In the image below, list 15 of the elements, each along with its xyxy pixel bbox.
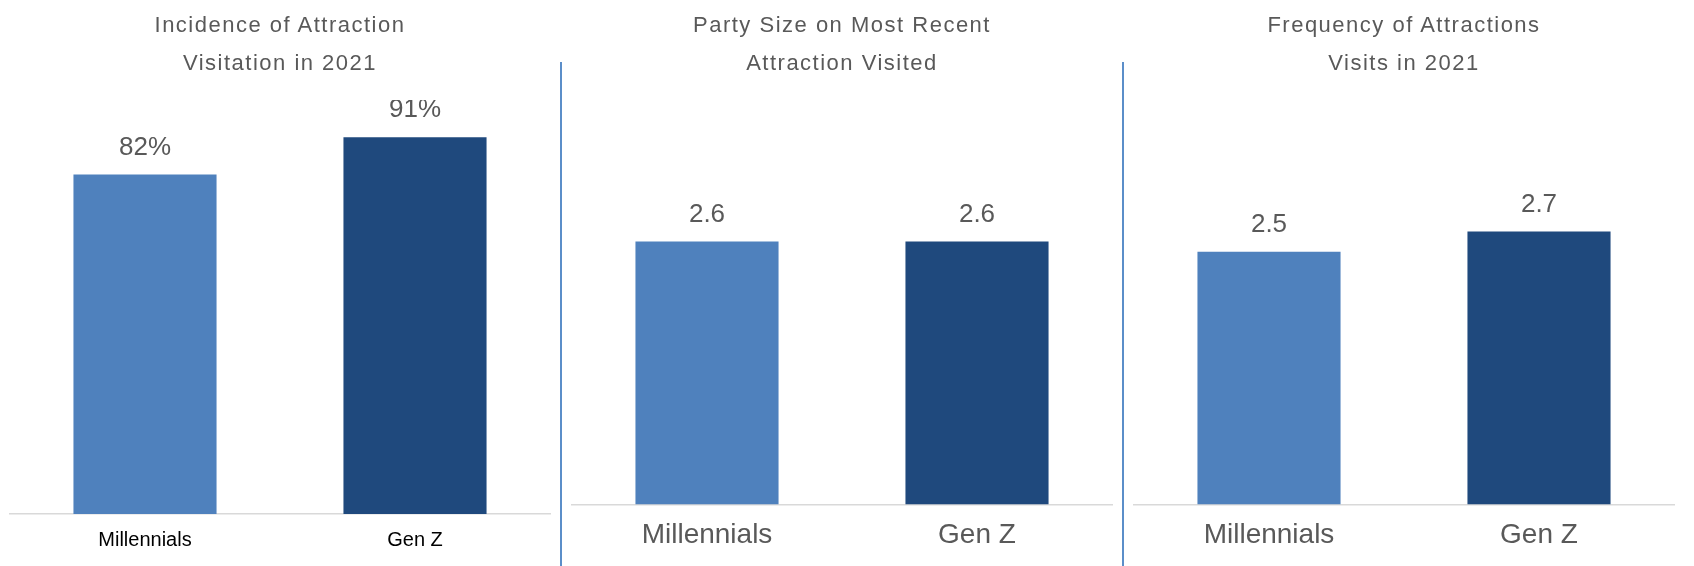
chart-title: Incidence of Attraction Visitation in 2021 xyxy=(154,12,406,75)
chart-title: Party Size on Most Recent Attraction Visited xyxy=(692,11,992,77)
data-label: 82% xyxy=(118,130,172,161)
x-tick-label: Gen Z xyxy=(938,517,1016,549)
x-tick-label: Millennials xyxy=(98,527,192,550)
x-tick-label: Millennials xyxy=(1203,517,1335,549)
data-label: 2.7 xyxy=(1520,187,1558,218)
x-tick-label: Gen Z xyxy=(1500,517,1578,549)
data-label: 2.6 xyxy=(688,197,726,228)
x-tick-label: Gen Z xyxy=(387,527,443,550)
x-tick-label: Millennials xyxy=(641,517,773,549)
chart-title: Frequency of Attractions Visits in 2021 xyxy=(1266,11,1542,77)
data-label: 2.5 xyxy=(1250,207,1288,238)
data-label: 91% xyxy=(388,93,442,124)
data-label: 2.6 xyxy=(958,197,996,228)
